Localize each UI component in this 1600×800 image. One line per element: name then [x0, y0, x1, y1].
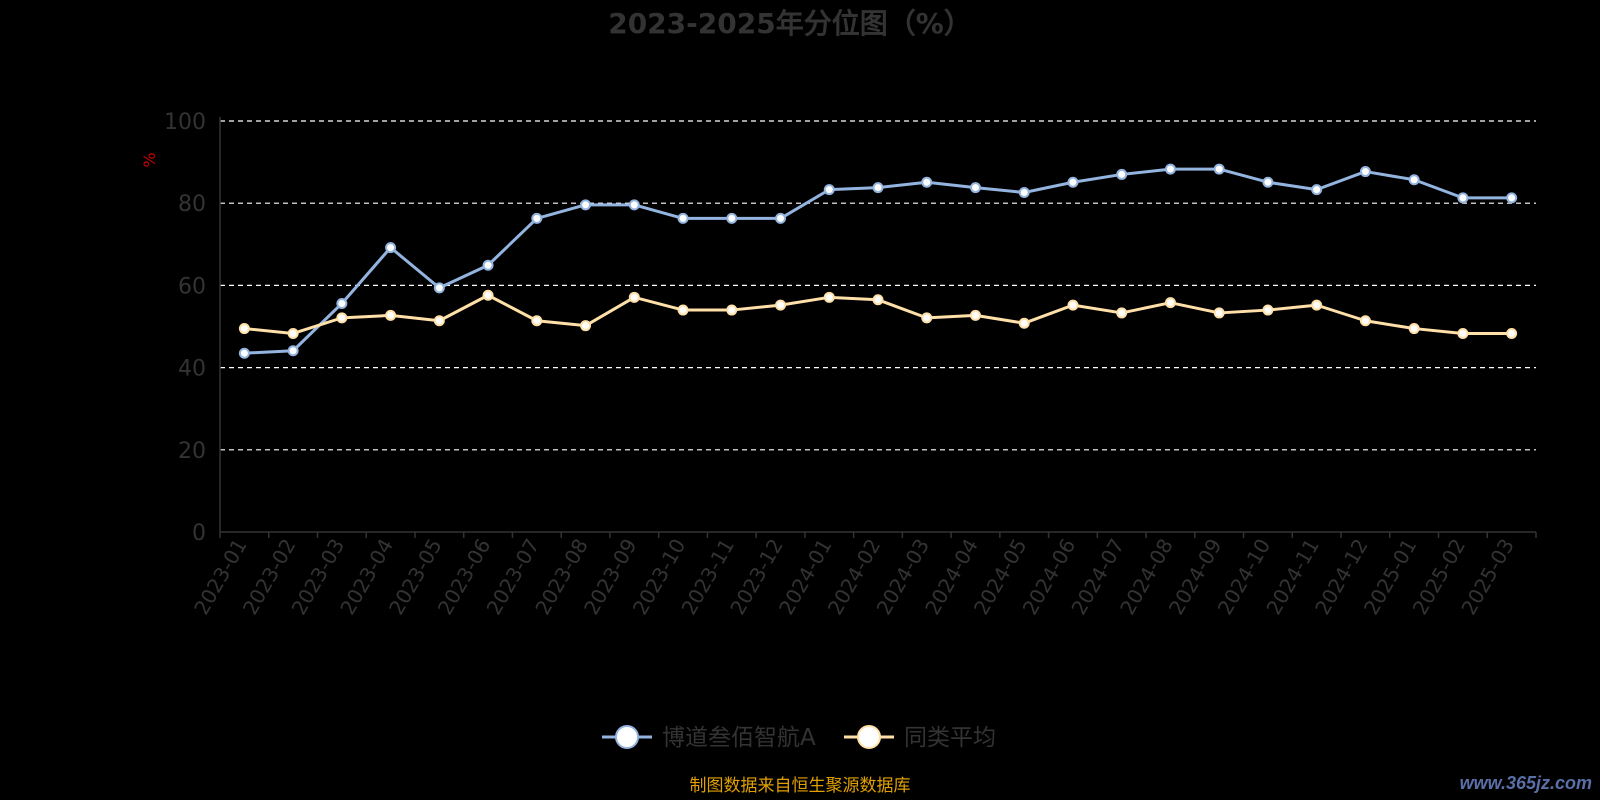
- data-point: [1164, 163, 1176, 175]
- legend-item-2[interactable]: 同类平均: [844, 725, 996, 751]
- data-source-note: 制图数据来自恒生聚源数据库: [690, 776, 911, 796]
- data-point: [1262, 304, 1274, 316]
- legend-marker: [615, 725, 639, 749]
- data-point: [1116, 168, 1128, 180]
- y-tick-label: 80: [178, 192, 206, 217]
- data-point: [921, 176, 933, 188]
- data-point: [823, 291, 835, 303]
- data-point: [385, 309, 397, 321]
- legend-label: 博道叁佰智航A: [662, 725, 816, 751]
- y-tick-label: 20: [178, 439, 206, 464]
- data-point: [238, 323, 250, 335]
- data-point: [580, 320, 592, 332]
- data-point: [1359, 166, 1371, 178]
- data-point: [1457, 327, 1469, 339]
- data-point: [531, 212, 543, 224]
- data-point: [1164, 297, 1176, 309]
- legend-label: 同类平均: [904, 725, 996, 751]
- data-point: [775, 212, 787, 224]
- data-point: [628, 291, 640, 303]
- watermark: www.365jz.com: [1459, 773, 1592, 793]
- data-point: [1506, 192, 1518, 204]
- data-point: [1018, 187, 1030, 199]
- data-point: [1311, 299, 1323, 311]
- data-point: [1213, 163, 1225, 175]
- data-point: [1457, 192, 1469, 204]
- data-point: [726, 304, 738, 316]
- series: [238, 163, 1518, 359]
- data-point: [531, 315, 543, 327]
- data-point: [580, 199, 592, 211]
- data-point: [1067, 299, 1079, 311]
- data-point: [1067, 176, 1079, 188]
- data-point: [238, 347, 250, 359]
- legend-item-1[interactable]: 博道叁佰智航A: [602, 725, 816, 751]
- data-point: [677, 212, 689, 224]
- data-point: [677, 304, 689, 316]
- series-line-1: [244, 167, 1512, 355]
- data-point: [482, 289, 494, 301]
- data-point: [1213, 307, 1225, 319]
- y-tick-label: 100: [164, 110, 206, 135]
- axes: 0204060801002023-012023-022023-032023-04…: [164, 110, 1537, 619]
- grid: [220, 120, 1536, 451]
- data-point: [482, 259, 494, 271]
- data-point: [287, 345, 299, 357]
- data-point: [969, 182, 981, 194]
- data-point: [726, 212, 738, 224]
- data-point: [823, 184, 835, 196]
- data-point: [287, 327, 299, 339]
- data-point: [1506, 327, 1518, 339]
- data-point: [872, 294, 884, 306]
- data-point: [921, 312, 933, 324]
- legend-marker: [857, 725, 881, 749]
- legend[interactable]: 博道叁佰智航A 同类平均: [602, 725, 996, 751]
- data-point: [775, 299, 787, 311]
- data-point: [1116, 307, 1128, 319]
- y-axis-label: %: [140, 152, 159, 167]
- data-point: [433, 315, 445, 327]
- data-point: [1018, 317, 1030, 329]
- data-point: [1408, 174, 1420, 186]
- chart-title: 2023-2025年分位图（%）: [608, 7, 972, 40]
- data-point: [336, 312, 348, 324]
- data-point: [1311, 184, 1323, 196]
- y-tick-label: 40: [178, 357, 206, 382]
- y-tick-label: 0: [192, 521, 206, 546]
- data-point: [1359, 315, 1371, 327]
- data-point: [433, 282, 445, 294]
- data-point: [628, 199, 640, 211]
- data-point: [336, 297, 348, 309]
- data-point: [969, 309, 981, 321]
- data-point: [872, 182, 884, 194]
- data-point: [385, 242, 397, 254]
- y-tick-label: 60: [178, 274, 206, 299]
- data-point: [1262, 176, 1274, 188]
- data-point: [1408, 323, 1420, 335]
